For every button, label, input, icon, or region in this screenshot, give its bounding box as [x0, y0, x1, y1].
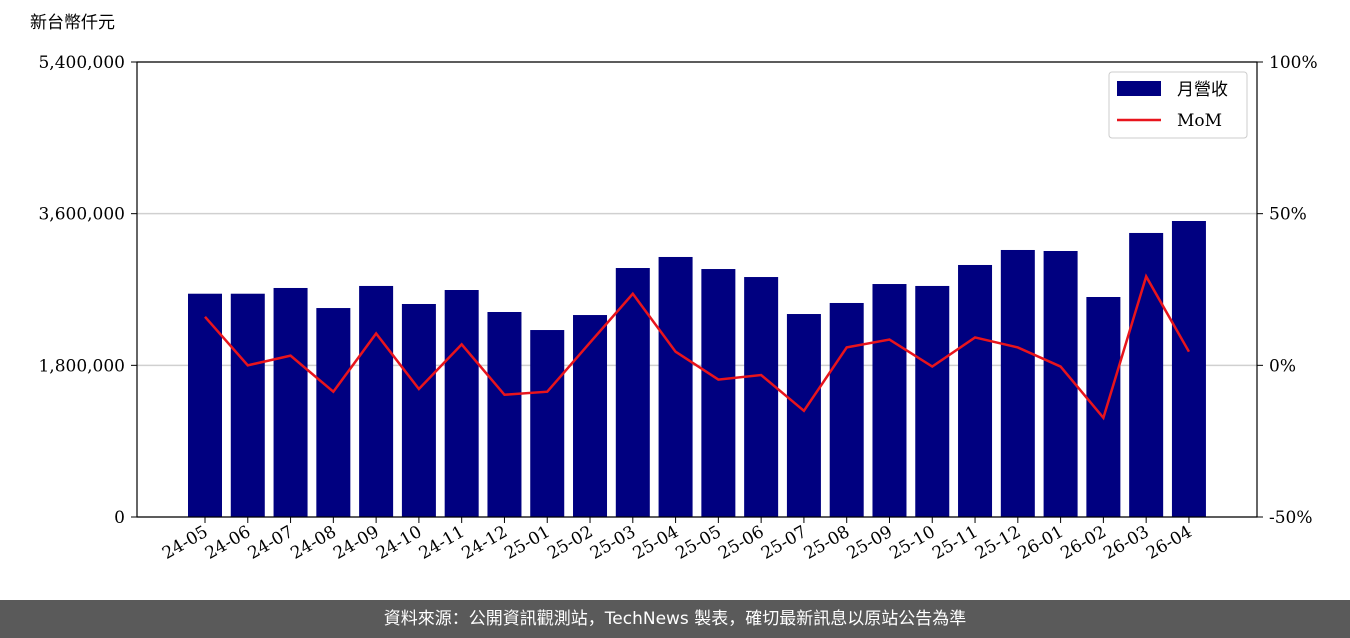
bar [829, 302, 864, 517]
bar [188, 293, 222, 517]
source-note: 資料來源：公開資訊觀測站，TechNews 製表，確切最新訊息以原站公告為準 [0, 600, 1350, 638]
plot-frame [136, 61, 1258, 518]
x-tick-label: 25-12 [972, 522, 1024, 564]
x-tick-label: 24-11 [416, 522, 468, 564]
x-tick-label: 25-11 [929, 522, 981, 564]
bar [786, 314, 821, 517]
bar [701, 269, 736, 517]
x-tick-label: 26-03 [1100, 522, 1152, 564]
y-tick-label: 0 [114, 508, 125, 528]
x-tick-label: 26-04 [1143, 522, 1195, 564]
x-tick-label: 25-05 [672, 522, 724, 564]
bar [487, 311, 522, 517]
bar [359, 285, 394, 517]
legend-label: 月營收 [1177, 80, 1228, 100]
chart: 新台幣仟元 0 1,800,000 3,600,000 5,400,000 -50% 0%… [30, 13, 1318, 564]
y2-tick-label: 50% [1269, 205, 1307, 225]
y-axis-label: 新台幣仟元 [30, 13, 115, 33]
y-tick-label: 3,600,000 [38, 205, 125, 225]
bar [230, 293, 265, 517]
bar [316, 308, 351, 517]
x-tick-label: 24-06 [202, 522, 254, 564]
bar [401, 303, 436, 517]
bar [744, 277, 779, 517]
y-tick-label: 1,800,000 [38, 356, 125, 376]
x-tick-label: 24-12 [459, 522, 511, 564]
bar [872, 284, 907, 517]
x-tick-label: 25-04 [630, 522, 682, 564]
bar [444, 290, 479, 517]
x-tick-label: 25-09 [844, 522, 896, 564]
x-tick-label: 25-08 [801, 522, 853, 564]
bar [1000, 249, 1035, 517]
bar [573, 315, 608, 517]
bar [1043, 250, 1078, 517]
legend-swatch [1117, 81, 1161, 96]
bar [530, 330, 565, 517]
page: {"chart_data": {"type": "bar_line", "y_a… [0, 13, 1350, 638]
x-tick-label: 26-02 [1057, 522, 1109, 564]
bar [1086, 296, 1121, 517]
x-tick-label: 24-08 [287, 522, 339, 564]
bar [915, 285, 950, 517]
bar [615, 268, 650, 517]
y2-tick-label: -50% [1269, 508, 1313, 528]
bar [1171, 220, 1206, 517]
line [204, 273, 1191, 421]
legend-label: MoM [1177, 111, 1222, 131]
x-tick-label: 24-05 [159, 522, 211, 564]
x-tick-label: 25-03 [587, 522, 639, 564]
bar [958, 264, 993, 517]
x-tick-label: 24-09 [330, 522, 382, 564]
bar [273, 287, 308, 517]
x-tick-label: 25-06 [715, 522, 767, 564]
y-tick-label: 5,400,000 [38, 53, 125, 73]
x-tick-label: 25-02 [544, 522, 596, 564]
x-tick-label: 25-01 [501, 522, 553, 564]
bar [658, 256, 693, 517]
y2-tick-label: 0% [1269, 356, 1296, 376]
y2-tick-label: 100% [1269, 53, 1318, 73]
x-tick-label: 25-07 [758, 522, 810, 564]
x-tick-label: 26-01 [1015, 522, 1067, 564]
x-tick-label: 25-10 [886, 522, 938, 564]
x-tick-label: 24-10 [373, 522, 425, 564]
x-tick-label: 24-07 [245, 522, 297, 564]
